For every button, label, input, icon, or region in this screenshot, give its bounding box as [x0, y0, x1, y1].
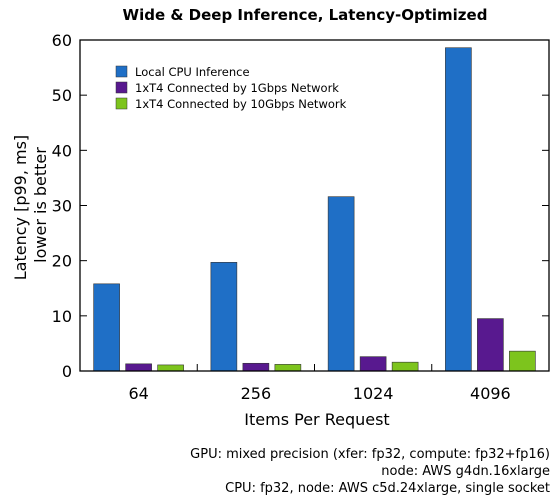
legend-label: Local CPU Inference [135, 65, 250, 79]
y-tick-label: 50 [52, 86, 72, 105]
footnote-gpu: GPU: mixed precision (xfer: fp32, comput… [190, 447, 550, 462]
x-axis-label: Items Per Request [244, 410, 389, 429]
y-axis-label: Latency [p99, ms] lower is better [11, 130, 50, 281]
plot-frame [79, 39, 550, 372]
legend-swatch [115, 81, 128, 94]
legend-label: 1xT4 Connected by 1Gbps Network [135, 81, 339, 95]
legend-label: 1xT4 Connected by 10Gbps Network [135, 97, 347, 111]
y-axis-label-line-2: lower is better [31, 147, 50, 263]
bar-t4-1gbps-4096 [477, 318, 504, 372]
legend: Local CPU Inference 1xT4 Connected by 1Gb… [115, 65, 347, 111]
bar-cpu-256 [210, 262, 238, 372]
y-tick-label: 0 [62, 362, 72, 381]
y-tick-label: 20 [52, 252, 72, 271]
bar-cpu-4096 [445, 47, 472, 372]
x-tick-label: 64 [128, 384, 148, 403]
bars [93, 47, 536, 372]
bar-t4-1gbps-1024 [359, 356, 387, 372]
x-tick-label: 256 [241, 384, 272, 403]
x-tick-label: 1024 [353, 384, 394, 403]
legend-swatch [115, 97, 128, 110]
y-tick-label: 40 [52, 141, 72, 160]
bar-t4-10gbps-1024 [391, 361, 419, 372]
chart-title: Wide & Deep Inference, Latency-Optimized [123, 6, 488, 24]
y-axis-ticks: 0 10 20 30 40 50 60 [52, 31, 549, 381]
x-axis-ticks: 64 256 1024 4096 [128, 364, 511, 403]
y-tick-label: 60 [52, 31, 72, 50]
x-tick-label: 4096 [470, 384, 511, 403]
y-axis-label-line-1: Latency [p99, ms] [11, 135, 30, 280]
y-tick-label: 10 [52, 307, 72, 326]
legend-swatch [115, 65, 128, 78]
footnote-cpu: CPU: fp32, node: AWS c5d.24xlarge, singl… [225, 481, 550, 496]
bar-t4-10gbps-64 [157, 364, 184, 372]
bar-cpu-1024 [327, 196, 355, 372]
bar-t4-10gbps-4096 [509, 350, 536, 372]
bar-t4-1gbps-256 [242, 362, 270, 372]
bar-cpu-64 [93, 283, 120, 372]
bar-t4-10gbps-256 [274, 364, 302, 372]
footnote-node-gpu: node: AWS g4dn.16xlarge [381, 464, 550, 479]
bar-t4-1gbps-64 [125, 363, 152, 372]
y-tick-label: 30 [52, 197, 72, 216]
